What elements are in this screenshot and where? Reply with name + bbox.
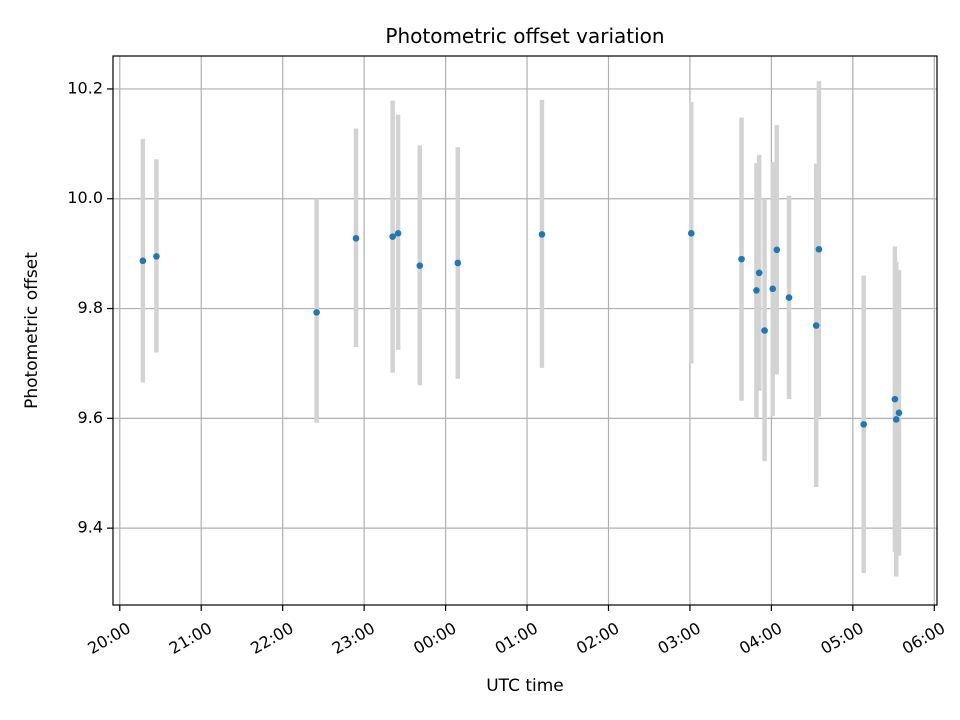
data-point (815, 245, 823, 253)
y-axis-ticks: 9.4 9.6 9.8 10.0 10.2 (67, 78, 113, 537)
data-point (769, 285, 777, 293)
y-tick-label: 10.0 (67, 188, 103, 207)
y-tick-label: 9.8 (78, 298, 103, 317)
data-point (389, 233, 396, 240)
data-point (687, 230, 695, 237)
data-points (139, 230, 903, 428)
data-point (773, 246, 781, 254)
data-point (139, 257, 147, 265)
y-tick-label: 10.2 (67, 78, 103, 97)
data-point (738, 255, 745, 263)
data-point (753, 287, 760, 294)
data-point (454, 259, 462, 267)
plot-area-frame (112, 55, 938, 606)
data-point (153, 253, 160, 260)
data-point (416, 262, 424, 270)
data-point (895, 409, 903, 417)
data-point (892, 416, 900, 423)
data-point (891, 395, 899, 403)
chart-title: Photometric offset variation (385, 24, 664, 48)
x-axis-title: UTC time (486, 676, 564, 696)
data-point (352, 234, 360, 242)
data-point (785, 294, 793, 301)
y-tick-label: 9.4 (78, 518, 103, 537)
data-point (313, 309, 320, 316)
data-point (394, 230, 402, 237)
y-axis-title: Photometric offset (22, 252, 42, 409)
data-point (860, 421, 867, 428)
data-point (538, 231, 546, 238)
data-point (761, 327, 768, 334)
data-point (755, 269, 763, 277)
data-point (812, 322, 820, 329)
y-tick-label: 9.6 (78, 408, 103, 427)
